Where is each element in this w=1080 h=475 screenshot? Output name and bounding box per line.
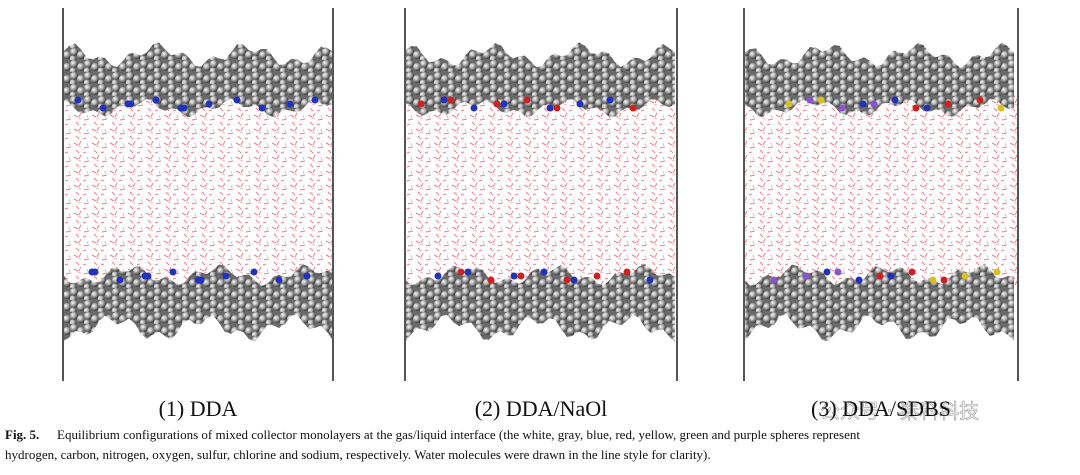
atom xyxy=(464,268,472,276)
atom xyxy=(606,96,614,104)
atom xyxy=(646,276,654,284)
atom xyxy=(141,272,149,280)
atom xyxy=(250,268,258,276)
atom xyxy=(770,276,778,284)
atom xyxy=(806,96,814,104)
atom xyxy=(912,104,920,112)
atom xyxy=(553,104,561,112)
atom xyxy=(99,104,107,112)
caption-line: hydrogen, carbon, nitrogen, oxygen, sulf… xyxy=(5,447,711,462)
panel-label: (3) DDA/SDBS xyxy=(811,396,951,421)
atom xyxy=(593,272,601,280)
atom xyxy=(517,272,525,280)
atom xyxy=(855,276,863,284)
atom xyxy=(447,96,455,104)
panel-label: (1) DDA xyxy=(159,396,238,421)
atom xyxy=(510,272,518,280)
water-layer xyxy=(405,95,677,285)
atom xyxy=(923,104,931,112)
atom xyxy=(275,276,283,284)
atom xyxy=(258,104,266,112)
atom xyxy=(802,272,810,280)
caption-line: Equilibrium configurations of mixed coll… xyxy=(57,427,860,442)
atom xyxy=(303,272,311,280)
atom xyxy=(116,276,124,284)
bottom-monolayer xyxy=(63,264,333,342)
water-layer xyxy=(744,95,1018,285)
atom xyxy=(169,268,177,276)
atom xyxy=(838,104,846,112)
atom xyxy=(887,272,895,280)
top-monolayer xyxy=(63,42,333,118)
atom xyxy=(88,268,96,276)
atom xyxy=(523,96,531,104)
atom xyxy=(124,100,132,108)
top-monolayer xyxy=(744,42,1014,118)
atom xyxy=(470,104,478,112)
atom xyxy=(222,272,230,280)
atom xyxy=(74,96,82,104)
water-layer xyxy=(63,95,333,285)
atom xyxy=(205,100,213,108)
atom xyxy=(785,100,793,108)
atom xyxy=(233,96,241,104)
atom xyxy=(540,268,548,276)
atom xyxy=(961,272,969,280)
atom xyxy=(870,100,878,108)
atom xyxy=(457,268,465,276)
atom xyxy=(487,276,495,284)
atom xyxy=(823,268,831,276)
atom xyxy=(194,276,202,284)
atom xyxy=(834,268,842,276)
atom xyxy=(629,104,637,112)
atom xyxy=(993,268,1001,276)
atom xyxy=(623,268,631,276)
atom xyxy=(929,276,937,284)
atom xyxy=(493,100,501,108)
bottom-monolayer xyxy=(405,264,675,343)
atom xyxy=(563,276,571,284)
watermark: 公众号 · 秦科科技 xyxy=(820,399,979,423)
atom xyxy=(417,100,425,108)
atom xyxy=(500,100,508,108)
atom xyxy=(286,100,294,108)
atom xyxy=(177,104,185,112)
atom xyxy=(997,104,1005,112)
atom xyxy=(570,276,578,284)
atom xyxy=(944,100,952,108)
atom xyxy=(546,104,554,112)
caption-label: Fig. 5. xyxy=(5,427,39,442)
atom xyxy=(859,100,867,108)
atom xyxy=(152,96,160,104)
panel-label: (2) DDA/NaOl xyxy=(475,396,608,421)
bottom-monolayer xyxy=(744,264,1014,342)
atom xyxy=(876,272,884,280)
atom xyxy=(576,100,584,108)
atom xyxy=(440,96,448,104)
atom xyxy=(940,276,948,284)
atom xyxy=(908,268,916,276)
atom xyxy=(434,272,442,280)
atom xyxy=(311,96,319,104)
atom xyxy=(817,96,825,104)
atom xyxy=(976,96,984,104)
atom xyxy=(891,96,899,104)
